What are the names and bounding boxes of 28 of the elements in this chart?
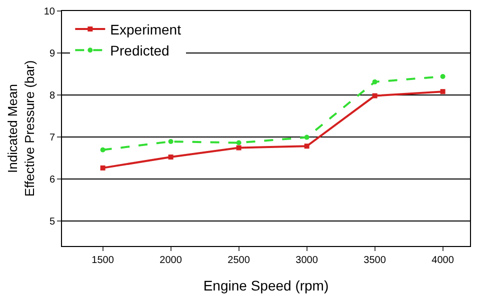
y-tick-label: 9 [49,48,56,60]
x-tick-label: 2000 [160,255,182,266]
point [100,147,106,152]
point [304,134,310,140]
point [440,74,446,79]
x-tick-label: 2500 [228,255,250,266]
point [372,93,378,98]
point [236,140,242,146]
point [168,139,174,144]
point [168,154,174,160]
y-tick-label: 5 [49,216,56,228]
point [372,79,378,84]
y-axis-title: Indicated Mean Effective Pressure (bar) [4,60,37,197]
y-tick-label: 8 [49,90,56,102]
x-axis-title: Engine Speed (rpm) [203,277,329,294]
y-tick-label: 6 [49,174,56,186]
x-tick-label: 3000 [296,255,318,266]
point [440,89,446,94]
x-tick-label: 3500 [364,255,386,266]
point [236,145,242,150]
x-tick-label: 1500 [92,255,114,266]
y-tick-label: 7 [49,132,56,144]
y-tick-label: 10 [44,6,56,18]
point [100,165,106,170]
legend-label: Predicted [110,42,170,59]
point [304,144,310,149]
x-tick-label: 4000 [432,255,454,266]
legend-label: Experiment [110,21,182,38]
